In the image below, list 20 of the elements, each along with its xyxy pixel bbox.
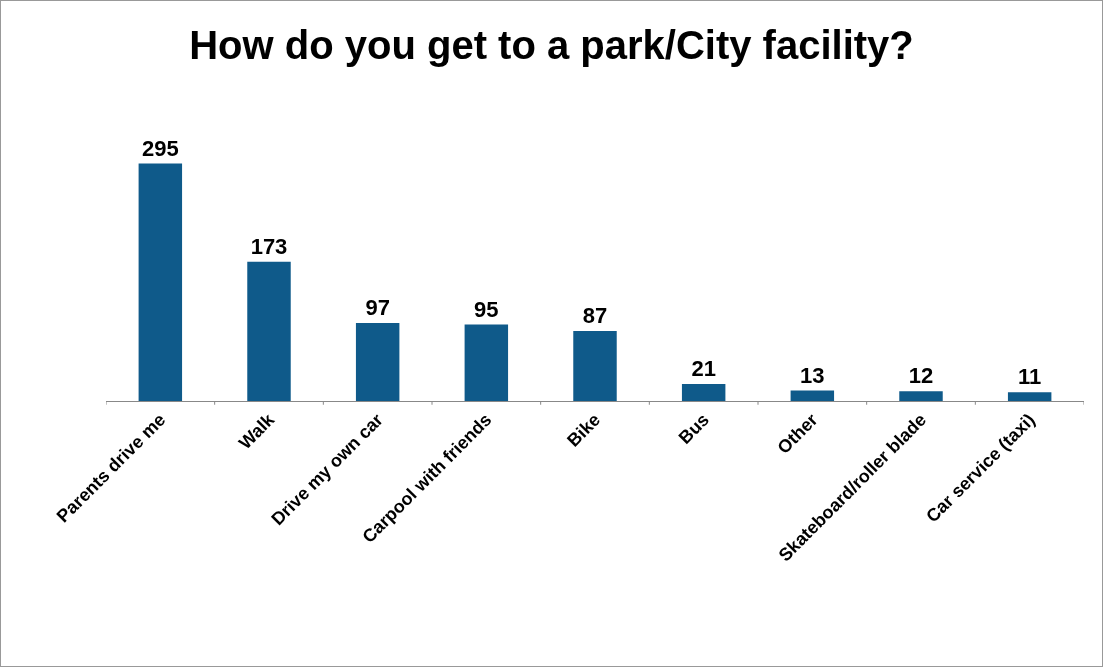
bar	[247, 261, 291, 401]
x-tick-label: Bus	[674, 409, 713, 448]
bar	[138, 163, 183, 401]
data-label: 21	[691, 356, 716, 382]
data-label: 173	[250, 233, 288, 259]
bar	[573, 330, 617, 401]
data-label: 95	[474, 296, 499, 322]
data-label: 13	[800, 362, 825, 388]
bar	[355, 322, 400, 401]
bar	[681, 384, 726, 401]
bar	[899, 391, 943, 401]
data-label: 97	[365, 294, 390, 320]
chart-title: How do you get to a park/City facility?	[189, 22, 914, 67]
bar	[1007, 392, 1052, 401]
data-label: 295	[141, 135, 179, 161]
data-label: 12	[908, 363, 934, 389]
bar	[790, 390, 835, 401]
data-label: 87	[582, 302, 608, 328]
bar	[464, 324, 509, 401]
data-label: 11	[1018, 364, 1042, 390]
